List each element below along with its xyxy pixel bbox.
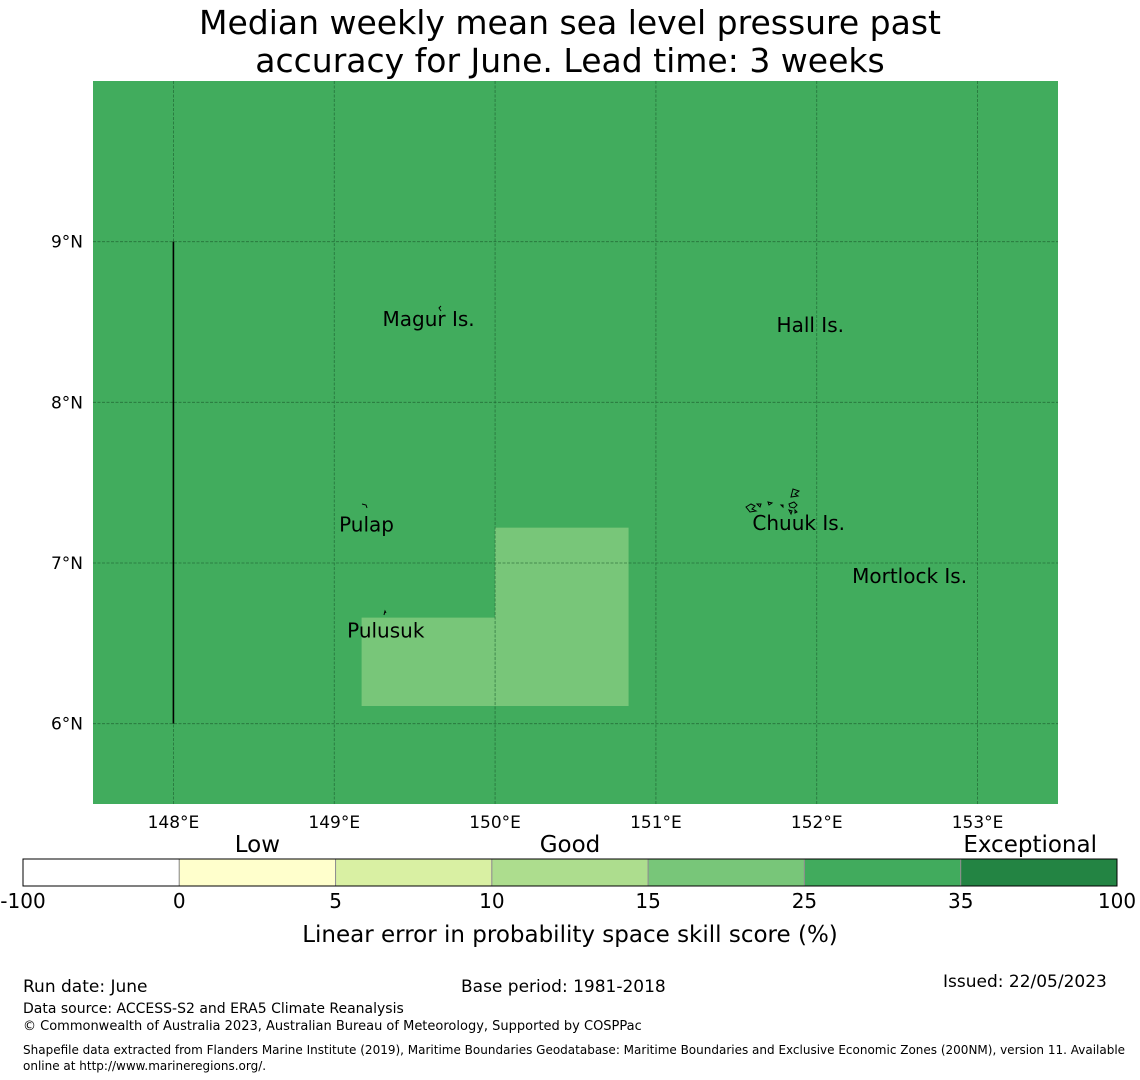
colorbar-bin [960, 858, 1118, 887]
category-good-label: Good [540, 832, 601, 858]
lat-tick-label: 6°N [51, 715, 83, 735]
colorbar: -100 0 5 10 15 25 35 100 Low Good Exceptional Linea… [0, 832, 1136, 948]
colorbar-tick-label: 25 [792, 889, 817, 913]
colorbar-bin [803, 858, 962, 887]
lon-tick-label: 148°E [148, 813, 200, 833]
data-source: Data source: ACCESS-S2 and ERA5 Climate … [23, 1001, 404, 1017]
colorbar-tick-label: 10 [479, 889, 504, 913]
colorbar-bin [335, 858, 493, 887]
lon-tick-label: 149°E [308, 813, 360, 833]
lon-tick-label: 152°E [791, 813, 843, 833]
map-title: Median weekly mean sea level pressure pa… [0, 4, 1140, 80]
title-line-2: accuracy for June. Lead time: 3 weeks [255, 41, 885, 80]
run-date: Run date: June [23, 977, 148, 997]
lon-tick-label: 153°E [952, 813, 1004, 833]
colorbar-tick-label: 100 [1098, 889, 1136, 913]
place-label: Pulap [339, 512, 394, 536]
category-exceptional-label: Exceptional [963, 832, 1097, 858]
colorbar-bin [491, 858, 649, 887]
copyright-notice: © Commonwealth of Australia 2023, Austra… [23, 1019, 642, 1034]
place-label: Hall Is. [777, 313, 844, 337]
colorbar-tick-label: -100 [0, 889, 45, 913]
chuuk-island-outlines [745, 488, 801, 516]
skill-cell-0 [361, 617, 496, 706]
lon-tick-label: 150°E [469, 813, 521, 833]
colorbar-bin [22, 858, 180, 887]
colorbar-bin [647, 858, 805, 887]
shapefile-credit-line-2: online at http://www.marineregions.org/. [23, 1059, 267, 1073]
lat-tick-label: 9°N [51, 233, 83, 253]
magur-island-outline [438, 305, 442, 312]
title-line-1: Median weekly mean sea level pressure pa… [199, 3, 941, 42]
colorbar-frame [22, 858, 1118, 887]
lat-tick-label: 7°N [51, 554, 83, 574]
colorbar-tick-label: 0 [173, 889, 186, 913]
place-label: Mortlock Is. [852, 564, 967, 588]
skill-cell-1 [495, 527, 629, 706]
place-label: Magur Is. [383, 307, 475, 331]
lat-tick-label: 8°N [51, 393, 83, 413]
pulap-island-outline [361, 503, 368, 509]
shapefile-credit-line-1: Shapefile data extracted from Flanders M… [23, 1043, 1126, 1057]
colorbar-tick-label: 15 [635, 889, 660, 913]
colorbar-tick-label: 5 [329, 889, 342, 913]
lon-tick-label: 151°E [630, 813, 682, 833]
base-period: Base period: 1981-2018 [461, 977, 666, 997]
colorbar-tick-label: 35 [948, 889, 973, 913]
pulusuk-island-outline [383, 609, 387, 616]
place-label: Chuuk Is. [752, 511, 845, 535]
map-panel[interactable]: 148°E 149°E 150°E 151°E 152°E 153°E 9°N 8°N 7°N 6… [51, 81, 1058, 833]
island-outlines [361, 305, 801, 616]
issued-date: Issued: 22/05/2023 [943, 972, 1107, 992]
colorbar-bin [178, 858, 337, 887]
colorbar-xlabel: Linear error in probability space skill … [302, 922, 838, 948]
place-label: Pulusuk [347, 618, 425, 642]
category-low-label: Low [235, 832, 280, 858]
